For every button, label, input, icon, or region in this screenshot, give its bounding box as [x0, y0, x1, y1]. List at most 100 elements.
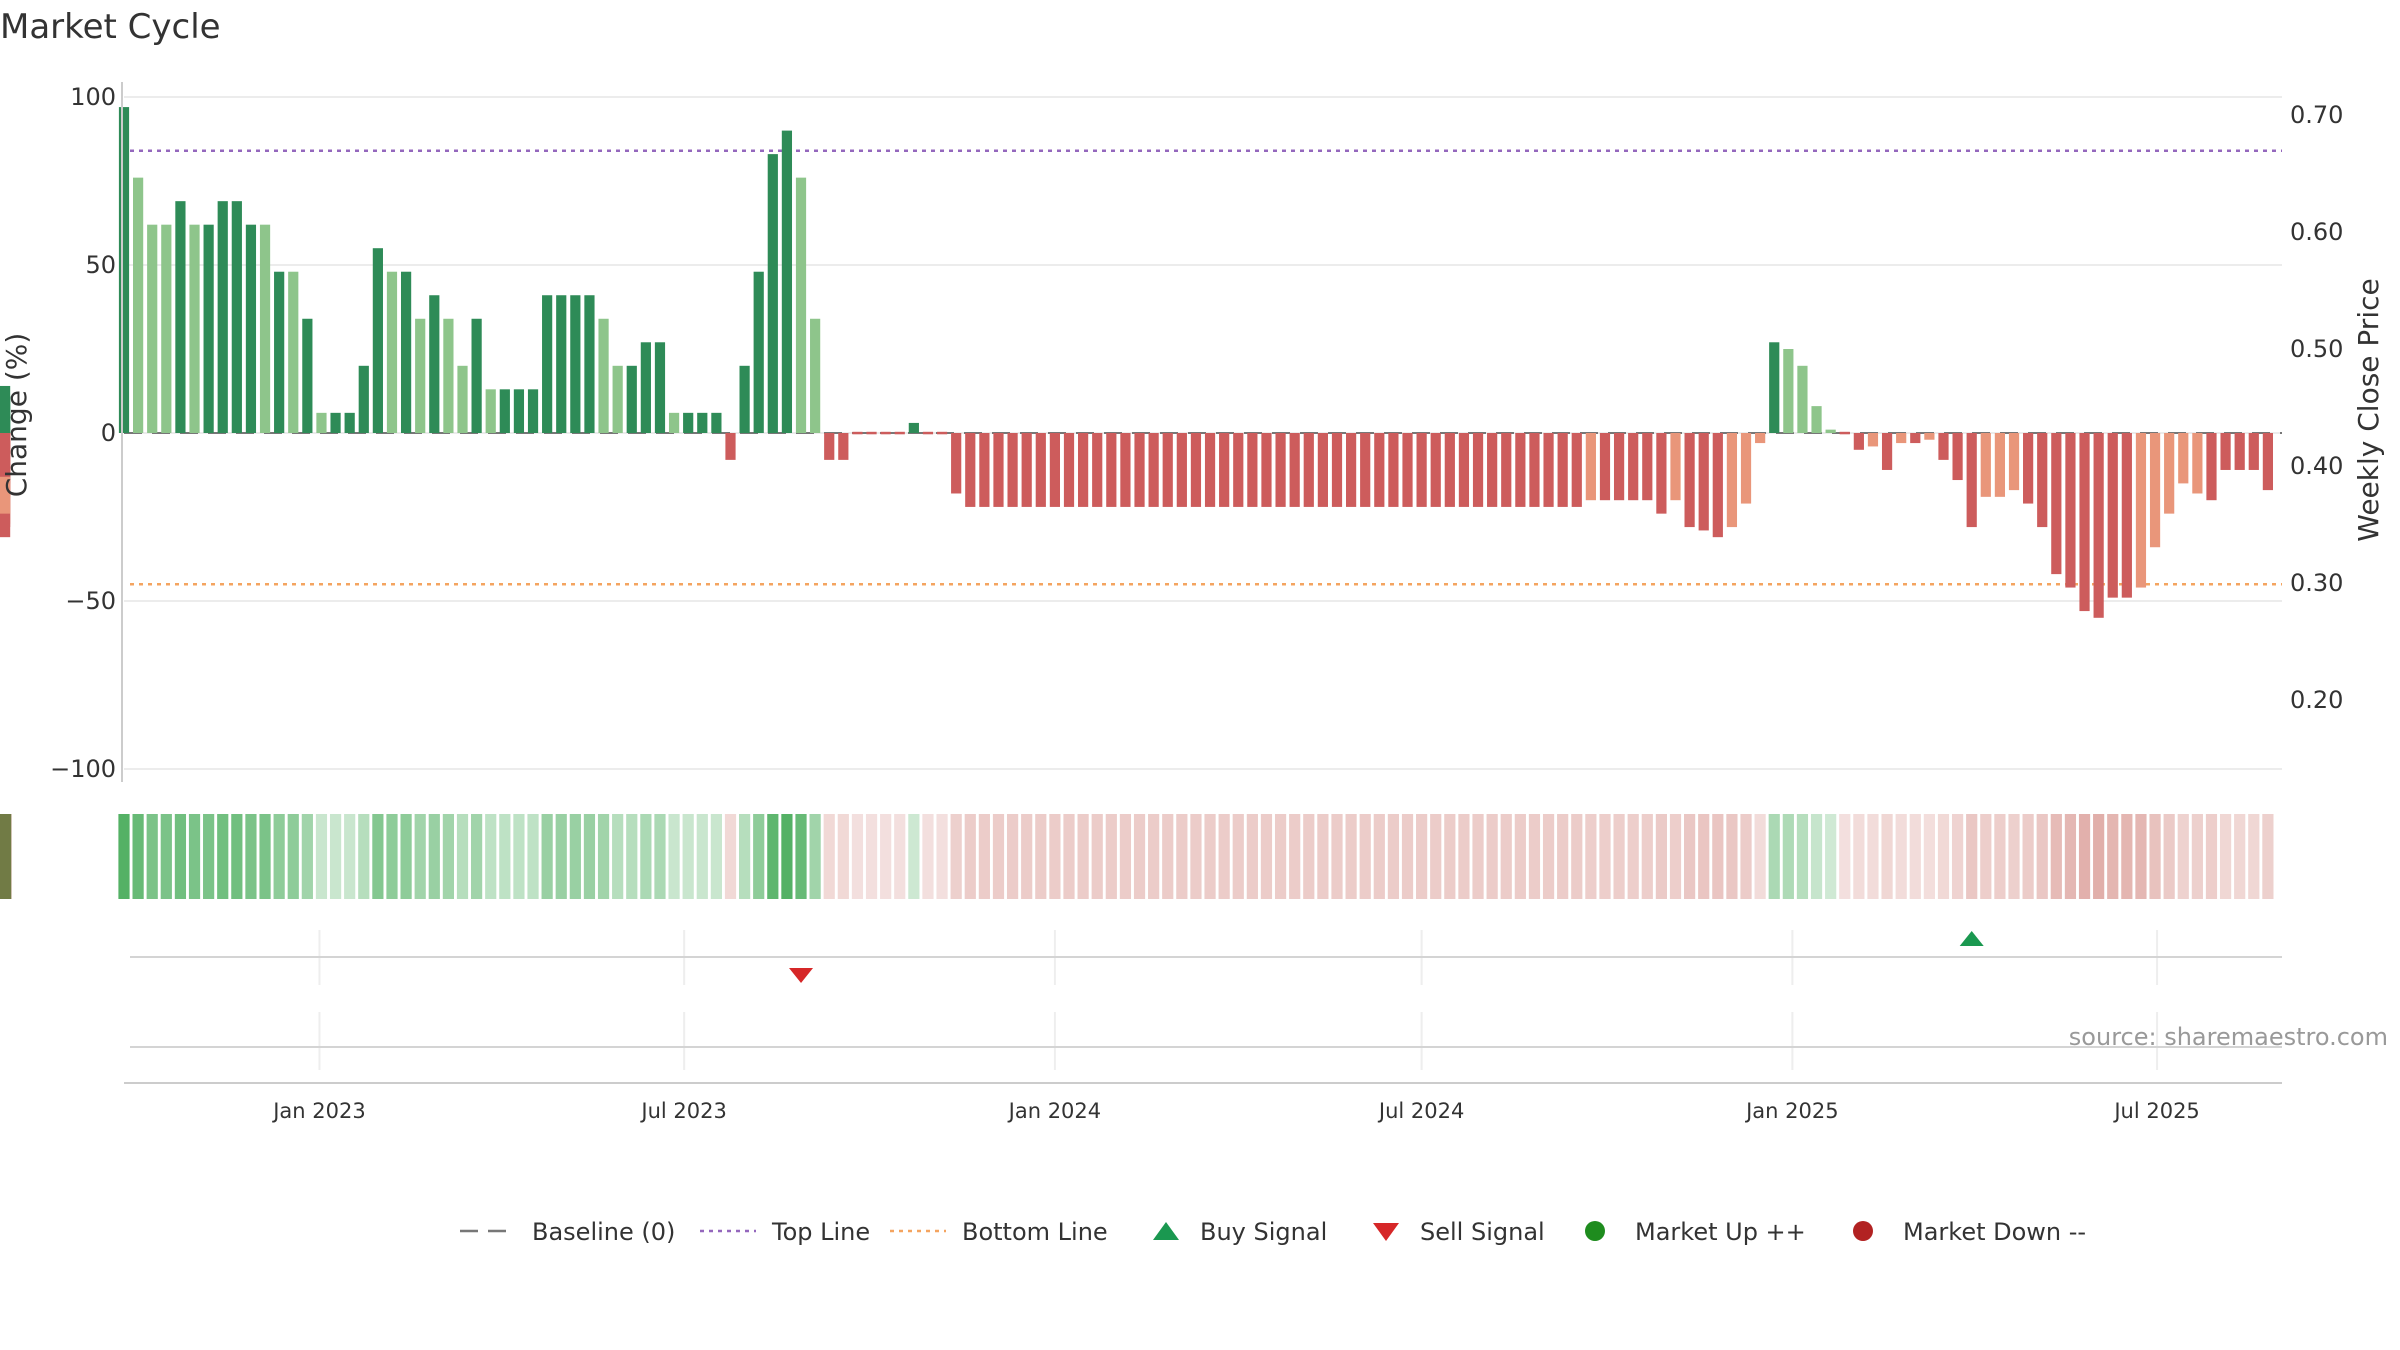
change-bar [245, 224, 257, 433]
x-tick-label: Jan 2023 [271, 1099, 366, 1123]
change-bar [654, 342, 666, 433]
change-bar [133, 177, 144, 433]
change-bar [612, 365, 623, 433]
change-bar [1557, 433, 1568, 507]
change-bar [880, 431, 891, 435]
change-bar [711, 412, 722, 433]
change-bar [471, 318, 482, 433]
change-bar [1515, 433, 1526, 507]
change-bar [1247, 433, 1258, 507]
heat-cell [513, 814, 525, 899]
heat-cell [1472, 814, 1484, 899]
heat-cell [0, 814, 12, 899]
y2-axis-title: Weekly Close Price [2352, 278, 2385, 541]
heat-cell [823, 814, 835, 899]
change-bar [2051, 433, 2062, 575]
change-bar [1190, 433, 1202, 507]
change-bar [1134, 433, 1145, 507]
heat-cell [2135, 814, 2147, 899]
heat-cell [0, 814, 12, 899]
source-credit: source: sharemaestro.com [2069, 1023, 2388, 1051]
heat-cell [1726, 814, 1738, 899]
heat-cell [640, 814, 652, 899]
change-bar [1839, 431, 1850, 435]
change-bar [542, 295, 553, 433]
heat-cell [386, 814, 398, 899]
change-bar [344, 412, 355, 433]
change-bar [415, 318, 426, 433]
heat-cell [1105, 814, 1117, 899]
change-bar [1585, 433, 1596, 501]
heat-cell [1190, 814, 1202, 899]
change-bar [288, 271, 299, 433]
heat-cell [978, 814, 990, 899]
heat-cell [0, 814, 12, 899]
change-bar [1712, 433, 1723, 538]
change-bar [1148, 433, 1159, 507]
change-bar [838, 433, 849, 460]
heat-cell [2036, 814, 2048, 899]
change-bar [795, 177, 807, 433]
chart-title: Market Cycle [0, 7, 221, 47]
heat-cell [188, 814, 201, 899]
change-bar [1571, 433, 1582, 507]
heat-cell [1613, 814, 1625, 899]
change-bar [753, 271, 764, 433]
heat-cell [1881, 814, 1893, 899]
heat-cell [132, 814, 144, 899]
heat-cell [1825, 814, 1837, 899]
change-bar [1317, 433, 1328, 507]
change-bar [1783, 349, 1794, 433]
heat-cell [1091, 814, 1103, 899]
y2-tick-label: 0.40 [2290, 452, 2343, 480]
y-tick-label: −50 [65, 587, 116, 615]
heat-cell [344, 814, 356, 899]
heat-cell [767, 814, 779, 899]
heat-cell [1585, 814, 1597, 899]
change-bar [1670, 433, 1681, 501]
change-bar [1642, 433, 1653, 501]
change-bar [118, 107, 130, 433]
heat-cell [1951, 814, 1964, 899]
heat-cell [2022, 814, 2034, 899]
legend-item: Buy Signal [1153, 1218, 1327, 1246]
heat-cell [2177, 814, 2189, 899]
heat-cell [1698, 814, 1710, 899]
change-bar [1416, 433, 1427, 507]
change-bar [1303, 433, 1314, 507]
y2-tick-label: 0.30 [2290, 569, 2343, 597]
change-bar [1698, 433, 1709, 531]
change-bar [1261, 433, 1272, 507]
heat-cell [1063, 814, 1075, 899]
change-bar [1472, 433, 1484, 507]
change-bar [852, 431, 863, 435]
heat-cell [612, 814, 624, 899]
heat-cell [273, 814, 285, 899]
legend-label: Market Up ++ [1635, 1218, 1806, 1246]
heat-cell [1303, 814, 1315, 899]
y-tick-label: −100 [50, 755, 116, 783]
heat-cell [0, 814, 12, 899]
change-bar [1233, 433, 1244, 507]
heat-cell [597, 814, 610, 899]
heat-cell [259, 814, 271, 899]
heat-cell [372, 814, 384, 899]
change-bar [1980, 433, 1991, 497]
heat-cell [0, 814, 12, 899]
change-bar [1345, 433, 1357, 507]
heat-cell [1148, 814, 1160, 899]
change-bar [668, 412, 680, 433]
change-bar [598, 318, 609, 433]
change-bar [2248, 433, 2259, 470]
change-bar [640, 342, 651, 433]
legend-label: Sell Signal [1420, 1218, 1545, 1246]
heat-cell [1345, 814, 1357, 899]
change-bar [274, 271, 285, 433]
heat-cell [1260, 814, 1273, 899]
heat-cell [0, 814, 12, 899]
heat-cell [0, 814, 12, 899]
change-bar [1994, 433, 2006, 497]
change-bar [1374, 433, 1385, 507]
heat-cell [1514, 814, 1526, 899]
heat-cell [1909, 814, 1921, 899]
